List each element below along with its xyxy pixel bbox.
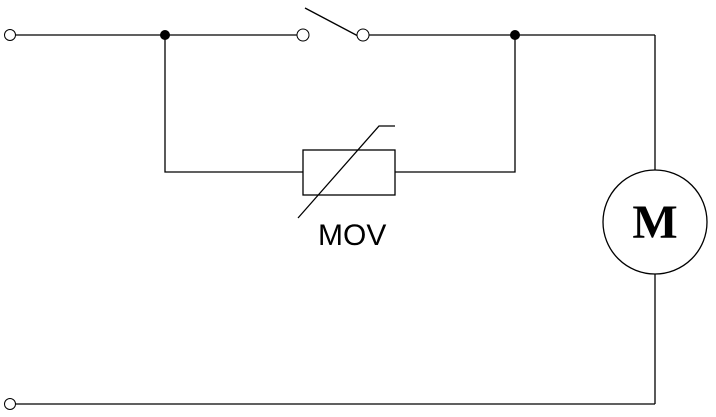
junction-node-right [510, 30, 520, 40]
varistor-slash [297, 125, 395, 219]
terminal-bottom-input [4, 398, 16, 410]
switch-blade [304, 7, 359, 37]
switch-terminal-left [296, 28, 310, 42]
wire-mov-left [164, 35, 303, 173]
switch-terminal-right [356, 28, 370, 42]
terminal-top-input [4, 29, 16, 41]
varistor-label: MOV [318, 219, 386, 252]
varistor-body [302, 149, 396, 196]
junction-node-left [160, 30, 170, 40]
wire-mov-right [395, 35, 516, 173]
motor-label: M [632, 196, 677, 249]
motor-circle [602, 169, 708, 275]
